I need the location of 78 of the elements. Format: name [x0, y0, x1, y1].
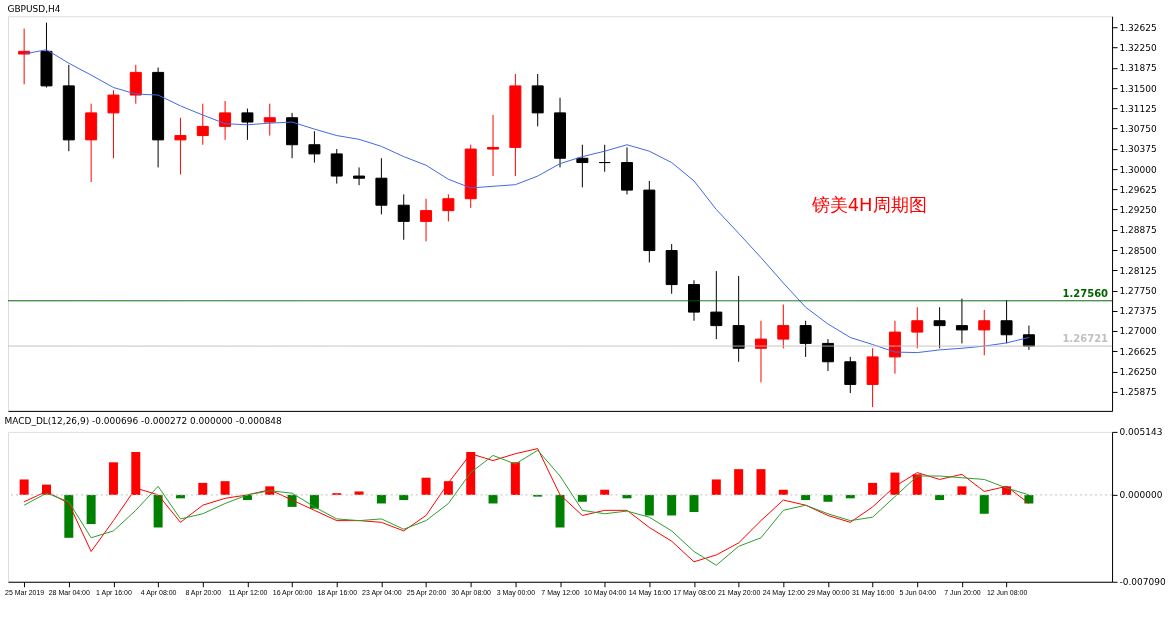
y-tick-label: 1.30750 — [1119, 124, 1157, 135]
candlestick — [955, 298, 968, 344]
candlestick — [844, 356, 857, 394]
candlestick — [911, 306, 924, 349]
y-tick-label: 0.005143 — [1119, 427, 1163, 438]
candlestick — [576, 144, 589, 188]
y-tick-label: 1.25875 — [1119, 387, 1157, 398]
candlestick — [487, 114, 500, 177]
candlestick — [397, 193, 410, 241]
candlestick — [799, 320, 812, 358]
chart-title: GBPUSD,H4 — [7, 4, 61, 15]
bar — [421, 477, 431, 495]
bar — [689, 494, 699, 513]
annotation: 镑美4H周期图 — [810, 193, 927, 215]
y-tick-label: 0.000000 — [1119, 490, 1163, 501]
y-tick-label: 1.26625 — [1119, 346, 1157, 357]
bar — [198, 482, 208, 495]
candlestick — [308, 130, 321, 164]
candlestick — [330, 148, 343, 185]
bar — [86, 494, 96, 525]
y-tick-label: 1.30000 — [1119, 164, 1157, 175]
y-tick-label: 1.31125 — [1119, 103, 1157, 114]
candlestick — [353, 166, 366, 186]
bar — [667, 494, 677, 516]
y-tick-label: 1.27750 — [1119, 286, 1157, 297]
bar — [868, 482, 878, 495]
y-tick-label: 1.27000 — [1119, 326, 1157, 337]
y-tick-label: 1.28875 — [1119, 225, 1157, 236]
y-tick-label: 1.27375 — [1119, 306, 1157, 317]
candlestick — [174, 117, 187, 175]
candlestick — [196, 103, 209, 146]
bar — [957, 486, 967, 495]
bar — [466, 452, 476, 495]
y-tick-label: 1.31875 — [1119, 63, 1157, 74]
y-tick-label: 1.26250 — [1119, 366, 1157, 377]
candlestick — [241, 108, 254, 141]
chart-title: MACD_DL(12,26,9) -0.000696 -0.000272 0.000000 -0.000848 — [4, 415, 283, 426]
bar — [577, 494, 587, 502]
bar — [153, 494, 163, 528]
bar — [510, 462, 520, 495]
ref-line-label: 1.26721 — [1062, 333, 1109, 345]
candlestick — [18, 28, 31, 85]
candlestick — [777, 304, 790, 349]
bar — [64, 494, 74, 538]
y-tick-label: 1.28125 — [1119, 265, 1157, 276]
candlestick — [442, 193, 455, 222]
bar — [801, 494, 811, 501]
y-tick-label: -0.007090 — [1119, 577, 1166, 588]
candlestick — [107, 89, 120, 159]
ref-line-label: 1.27560 — [1062, 287, 1109, 299]
candlestick — [978, 309, 991, 356]
bar — [823, 494, 833, 502]
bar — [711, 479, 721, 495]
bar — [108, 462, 118, 495]
candlestick — [732, 275, 745, 363]
y-tick-label: 1.29625 — [1119, 184, 1157, 195]
y-tick-label: 1.31500 — [1119, 83, 1157, 94]
y-tick-label: 1.32625 — [1119, 22, 1157, 33]
candlestick — [933, 306, 946, 349]
candlestick — [710, 270, 723, 340]
bar — [644, 494, 654, 516]
y-tick-label: 1.30375 — [1119, 144, 1157, 155]
candlestick — [263, 103, 276, 137]
candlestick — [129, 64, 142, 105]
bar — [220, 481, 230, 495]
y-tick-label: 1.29250 — [1119, 205, 1157, 216]
y-tick-label: 1.32250 — [1119, 43, 1157, 54]
bar — [734, 469, 744, 495]
bar — [131, 452, 141, 495]
bar — [555, 494, 565, 528]
bar — [376, 494, 386, 504]
bar — [756, 469, 766, 495]
bar — [979, 494, 989, 514]
bar — [19, 479, 29, 495]
candlestick — [420, 198, 433, 242]
candlestick — [598, 144, 611, 173]
candlestick — [1000, 299, 1013, 344]
y-tick-label: 1.28500 — [1119, 245, 1157, 256]
